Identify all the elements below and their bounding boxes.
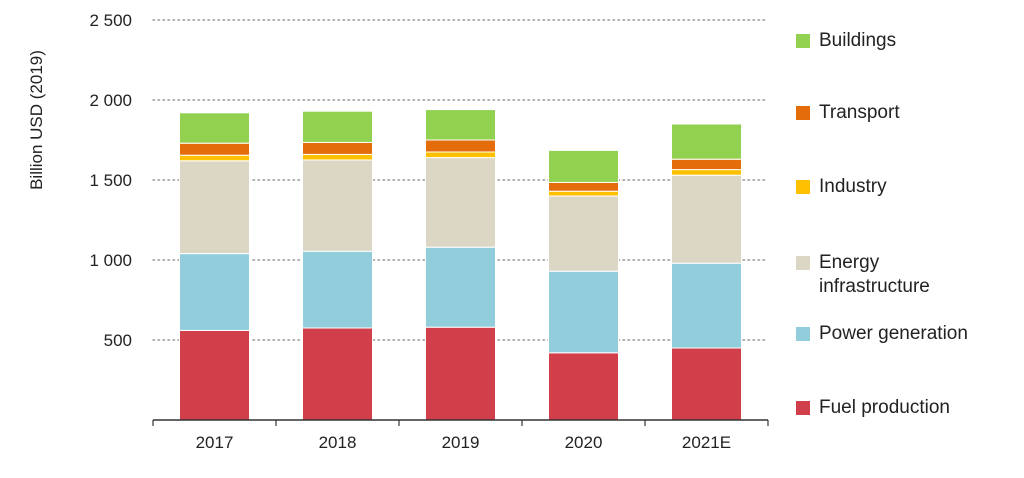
y-tick-label-2500: 2 500	[89, 11, 132, 30]
bar-segment-power-generation-2017	[179, 253, 250, 331]
legend-item-fuel-production: Fuel production	[796, 396, 950, 420]
bar-segment-energy-infrastructure-2020	[548, 195, 619, 272]
bar-segment-energy-infrastructure-2017	[179, 160, 250, 255]
bar-segment-buildings-2017	[179, 112, 250, 144]
x-tick-label-2021e: 2021E	[682, 433, 731, 452]
legend-item-buildings: Buildings	[796, 29, 896, 53]
bar-segment-industry-2018	[302, 153, 373, 161]
bar-segment-fuel-production-2021e	[671, 347, 742, 421]
legend-swatch-fuel-production	[796, 401, 810, 415]
bars	[179, 109, 742, 421]
bar-segment-buildings-2021e	[671, 123, 742, 160]
bar-segment-energy-infrastructure-2019	[425, 157, 496, 248]
y-tick-label-500: 500	[104, 331, 132, 350]
bar-segment-fuel-production-2018	[302, 327, 373, 421]
legend-label-power-generation: Power generation	[819, 323, 968, 344]
bar-segment-energy-infrastructure-2018	[302, 159, 373, 252]
legend-label-buildings: Buildings	[819, 30, 897, 51]
bar-segment-fuel-production-2017	[179, 329, 250, 421]
bar-segment-industry-2020	[548, 190, 619, 197]
x-tick-label-2020: 2020	[565, 433, 603, 452]
legend-label-transport: Transport	[819, 102, 900, 123]
legend-label-fuel-production: Fuel production	[819, 397, 950, 418]
legend-item-industry: Industry	[796, 175, 887, 199]
legend-swatch-energy-infrastructure	[796, 256, 810, 270]
bar-segment-fuel-production-2020	[548, 352, 619, 421]
y-axis-label: Billion USD (2019)	[27, 50, 46, 190]
legend-swatch-industry	[796, 180, 810, 194]
legend-item-power-generation: Power generation	[796, 322, 968, 346]
legend-swatch-power-generation	[796, 327, 810, 341]
legend-item-transport: Transport	[796, 101, 900, 125]
bar-segment-industry-2019	[425, 151, 496, 159]
bar-segment-power-generation-2021e	[671, 262, 742, 349]
legend-label-industry: Industry	[819, 176, 887, 197]
legend: Buildings Transport Industry Energy infr…	[796, 0, 1024, 478]
bar-segment-energy-infrastructure-2021e	[671, 174, 742, 264]
bar-segment-buildings-2020	[548, 149, 619, 183]
bar-segment-transport-2017	[179, 142, 250, 156]
x-tick-label-2018: 2018	[319, 433, 357, 452]
bar-segment-transport-2019	[425, 139, 496, 153]
bar-segment-transport-2020	[548, 181, 619, 192]
axes: 500 1 000 1 500 2 000 2 500 2017 2018 2019 2020 2…	[89, 11, 769, 452]
bar-segment-transport-2021e	[671, 158, 742, 171]
bar-segment-power-generation-2018	[302, 250, 373, 329]
y-tick-label-1500: 1 500	[89, 171, 132, 190]
stacked-bar-chart: 500 1 000 1 500 2 000 2 500 2017 2018 2019 2020 2…	[27, 11, 769, 452]
bar-segment-power-generation-2019	[425, 246, 496, 328]
bar-segment-industry-2017	[179, 154, 250, 162]
legend-label-energy-infrastructure: Energy infrastructure	[819, 252, 930, 297]
x-tick-label-2017: 2017	[196, 433, 234, 452]
x-tick-label-2019: 2019	[442, 433, 480, 452]
bar-segment-transport-2018	[302, 141, 373, 155]
bar-segment-buildings-2018	[302, 110, 373, 143]
legend-swatch-transport	[796, 106, 810, 120]
bar-segment-industry-2021e	[671, 169, 742, 176]
bar-segment-fuel-production-2019	[425, 326, 496, 421]
y-tick-label-1000: 1 000	[89, 251, 132, 270]
legend-item-energy-infrastructure: Energy infrastructure	[796, 251, 930, 299]
bar-segment-buildings-2019	[425, 109, 496, 141]
legend-swatch-buildings	[796, 34, 810, 48]
bar-segment-power-generation-2020	[548, 270, 619, 354]
y-tick-label-2000: 2 000	[89, 91, 132, 110]
